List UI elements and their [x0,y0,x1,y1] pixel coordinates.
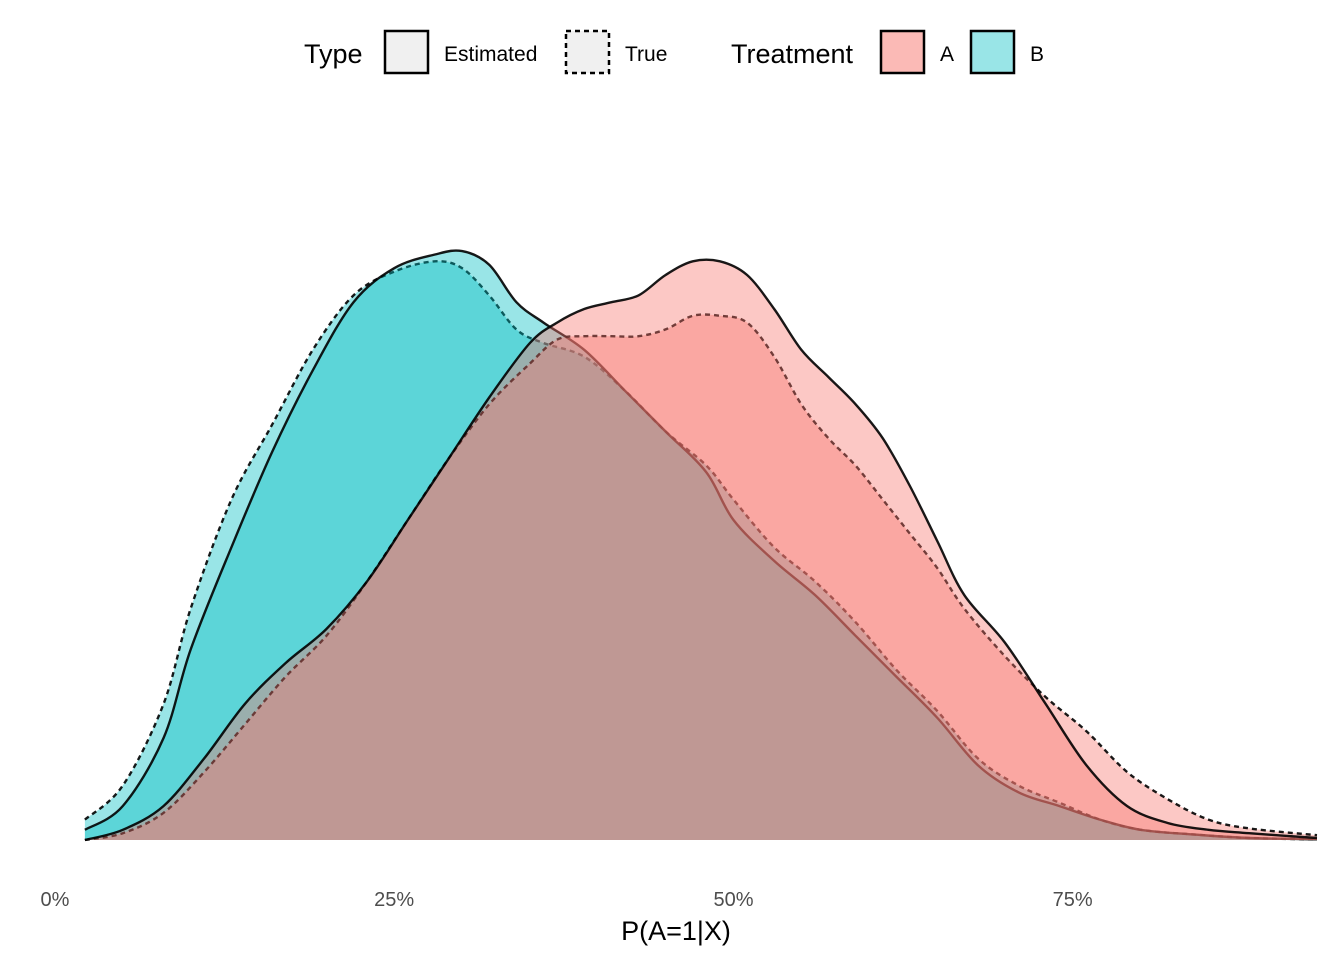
density-area-a-estimated [84,259,1317,840]
legend-key-a [879,29,926,75]
legend: Type Estimated True Treatment A B [304,29,1044,75]
x-axis-title: P(A=1|X) [621,916,731,946]
legend-label-true: True [625,43,667,66]
density-area-b-estimated [84,250,1317,840]
density-area-b-true [84,261,1317,840]
legend-key-true [564,29,611,75]
density-line-a-estimated [84,258,1318,842]
legend-label-b: B [1030,43,1044,66]
legend-key-estimated [383,29,430,75]
x-tick-label: 25% [374,889,414,911]
legend-title-type: Type [304,39,363,69]
x-tick-label: 0% [41,889,70,911]
x-tick-label: 50% [713,889,753,911]
legend-label-estimated: Estimated [444,43,537,66]
density-line-b-estimated [84,249,1318,841]
legend-key-b [969,29,1016,75]
density-area-a-true [84,314,1317,840]
legend-label-a: A [940,43,954,66]
density-line-b-true [84,260,1318,841]
density-areas [84,249,1318,842]
x-axis: 0% 25% 50% 75% [41,889,1093,911]
density-line-a-true [84,313,1318,842]
x-tick-label: 75% [1053,889,1093,911]
legend-title-treatment: Treatment [731,39,854,69]
